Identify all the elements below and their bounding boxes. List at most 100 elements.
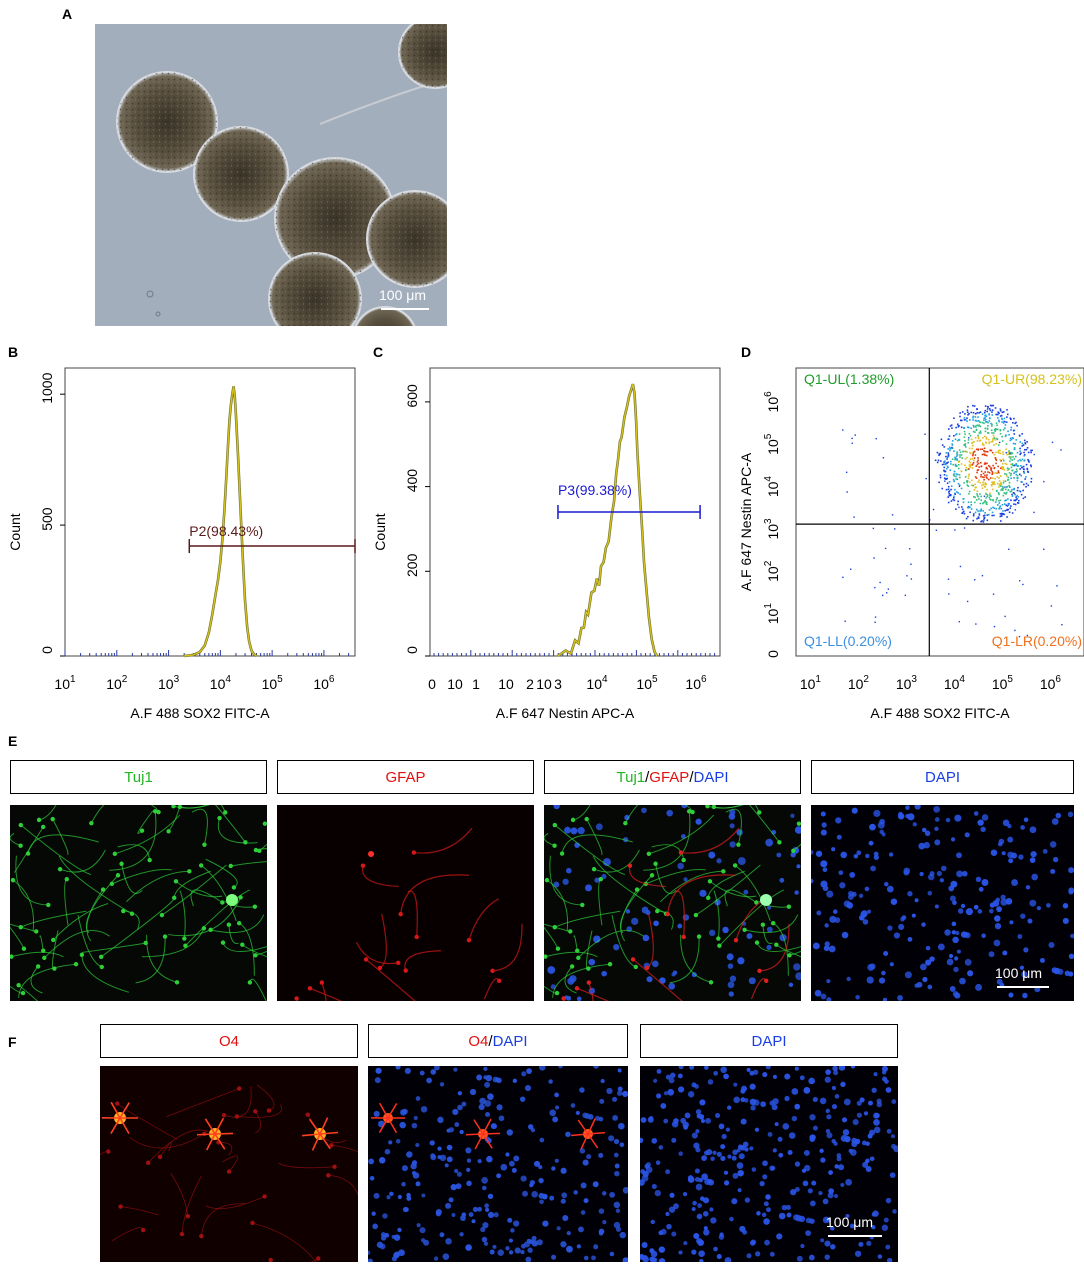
cell-nucleus [602, 1219, 607, 1225]
scatter-point [995, 499, 998, 501]
x-tick-label: 104 [586, 674, 608, 692]
scatter-point [1019, 580, 1021, 582]
cell-nucleus [457, 1104, 463, 1111]
scatter-point [1012, 464, 1014, 467]
cell-nucleus [927, 984, 933, 990]
neurite [365, 958, 416, 1001]
cell-nucleus [973, 904, 979, 910]
scatter-point [974, 486, 977, 489]
cell-nucleus [570, 1103, 576, 1108]
cell-nucleus [738, 1153, 745, 1160]
cell-nucleus [925, 945, 931, 951]
scatter-point [1002, 494, 1005, 497]
neurite [11, 951, 64, 958]
scatter-point [975, 486, 977, 489]
scatter-point [986, 450, 989, 453]
cell-nucleus [744, 1197, 751, 1203]
neurite [576, 987, 610, 1001]
micrograph-gfap [277, 805, 534, 1001]
cell-body [34, 929, 39, 934]
neurite [173, 870, 211, 898]
cell-nucleus [889, 962, 894, 967]
cell-body [109, 881, 115, 887]
scatter-point [980, 508, 983, 511]
scatter-point [984, 471, 987, 473]
scatter-point [995, 451, 997, 454]
scatter-point [940, 438, 943, 441]
cell-nucleus [781, 1204, 787, 1211]
neurite [586, 818, 603, 856]
scatter-point [967, 426, 970, 429]
neurite [81, 954, 130, 993]
scatter-point [1002, 510, 1004, 512]
cell-nucleus [452, 1108, 459, 1115]
cell-body [693, 912, 699, 918]
scatter-point [1026, 441, 1028, 443]
neurite [734, 865, 771, 922]
scatter-point [1007, 498, 1009, 500]
cell-nucleus [702, 1211, 709, 1217]
scatter-point [967, 501, 970, 504]
scatter-point [947, 461, 949, 464]
scatter-point [993, 481, 995, 483]
cell-nucleus [927, 890, 933, 896]
cell-body [10, 954, 14, 959]
scatter-point [978, 514, 981, 516]
cell-nucleus [833, 1141, 838, 1146]
cell-nucleus [393, 1251, 401, 1258]
cell-nucleus [530, 1128, 536, 1133]
cell-nucleus [583, 1198, 589, 1204]
cell-nucleus [694, 1177, 700, 1182]
x-axis-label: A.F 647 Nestin APC-A [496, 705, 635, 721]
neurite [10, 833, 21, 847]
cell-nucleus [795, 972, 801, 981]
cell-body [586, 980, 592, 985]
scatter-point [873, 557, 875, 559]
cell-nucleus [413, 1115, 418, 1121]
cell-body [145, 1160, 151, 1165]
scatter-point [983, 422, 985, 425]
x-tick-label: 10 [447, 676, 463, 692]
cell-body [100, 887, 106, 892]
scale-label-f: 100 μm [826, 1214, 873, 1230]
o4-process [571, 1133, 589, 1137]
cell-nucleus [684, 1112, 691, 1119]
scatter-point [973, 440, 975, 443]
cell-nucleus [967, 970, 974, 977]
scatter-point [969, 506, 971, 509]
cell-body [598, 876, 603, 882]
scatter-point [1002, 480, 1005, 482]
cell-nucleus [811, 1180, 817, 1186]
cell-nucleus [980, 826, 986, 833]
cell-nucleus [640, 1137, 644, 1144]
scatter-point [1013, 433, 1016, 435]
scatter-point [990, 404, 993, 407]
scatter-point [986, 488, 988, 491]
cell-nucleus [642, 934, 650, 942]
scatter-point [979, 421, 982, 424]
cell-body [705, 805, 710, 809]
scatter-point [976, 471, 978, 474]
scatter-point [995, 422, 998, 424]
scatter-point [1019, 458, 1021, 461]
cell-nucleus [801, 1168, 807, 1173]
cell-nucleus [903, 867, 911, 875]
cell-nucleus [435, 1208, 442, 1216]
cell-nucleus [820, 860, 828, 868]
scatter-point [982, 483, 985, 486]
scatter-point [944, 462, 947, 465]
cell-nucleus [595, 1115, 601, 1121]
cell-body [18, 925, 23, 930]
cell-nucleus [520, 1175, 527, 1182]
cell-nucleus [570, 827, 578, 835]
scatter-point [963, 512, 966, 515]
neurite [179, 890, 186, 939]
scatter-point [956, 439, 959, 442]
cell-nucleus [725, 1127, 731, 1132]
scatter-point [1011, 459, 1014, 461]
scatter-point [965, 466, 968, 469]
scatter-point [1005, 452, 1007, 454]
neurite [256, 1084, 275, 1111]
o4-process [214, 1132, 234, 1135]
cell-nucleus [472, 1206, 478, 1212]
